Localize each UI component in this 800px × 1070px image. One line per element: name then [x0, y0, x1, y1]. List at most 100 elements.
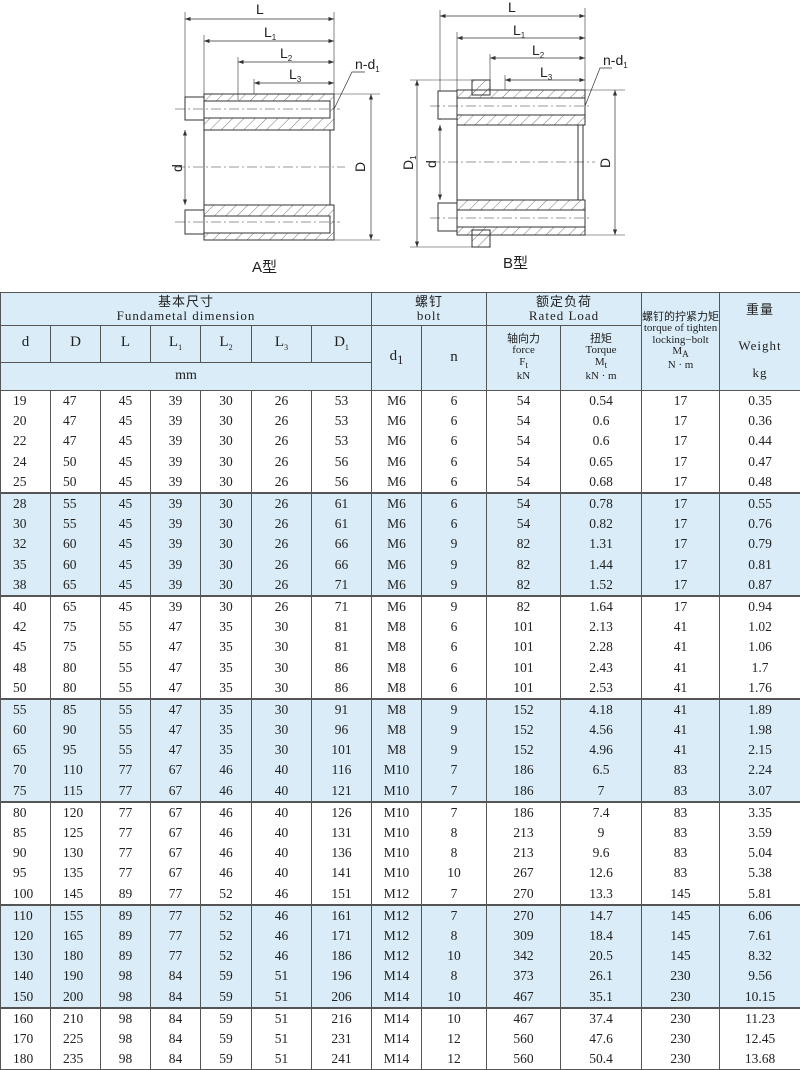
cell-L3: 30	[252, 720, 312, 740]
cell-force: 54	[487, 452, 561, 472]
cell-L3: 26	[252, 431, 312, 451]
cell-n: 8	[422, 823, 487, 843]
cell-L1: 39	[151, 452, 201, 472]
cell-weight: 9.56	[720, 966, 800, 986]
cell-n: 6	[422, 411, 487, 431]
cell-D1: 241	[312, 1049, 372, 1070]
cell-L: 55	[101, 740, 151, 760]
cell-L3: 26	[252, 391, 312, 412]
header-col-L3: L3	[252, 326, 312, 363]
cell-D: 115	[51, 781, 101, 802]
cell-torque: 0.78	[561, 493, 642, 514]
cell-L: 98	[101, 1049, 151, 1070]
cell-L2: 52	[201, 905, 252, 926]
cell-L2: 35	[201, 637, 252, 657]
cell-tightening-torque: 17	[642, 514, 720, 534]
cell-tightening-torque: 83	[642, 781, 720, 802]
cell-L3: 46	[252, 926, 312, 946]
cell-d: 35	[1, 555, 51, 575]
cell-L: 77	[101, 760, 151, 780]
cell-D: 235	[51, 1049, 101, 1070]
cell-d1: M6	[372, 452, 422, 472]
cell-D: 80	[51, 678, 101, 699]
cell-D: 130	[51, 843, 101, 863]
cell-d1: M10	[372, 781, 422, 802]
cell-force: 54	[487, 431, 561, 451]
cell-L3: 26	[252, 452, 312, 472]
cell-D: 190	[51, 966, 101, 986]
label-L2: L2	[280, 45, 293, 63]
cell-L2: 30	[201, 514, 252, 534]
cell-d: 60	[1, 720, 51, 740]
cell-D1: 81	[312, 637, 372, 657]
cell-torque: 26.1	[561, 966, 642, 986]
cell-L1: 39	[151, 514, 201, 534]
cell-n: 7	[422, 760, 487, 780]
cell-L1: 67	[151, 823, 201, 843]
cell-d1: M12	[372, 884, 422, 905]
cell-tightening-torque: 230	[642, 986, 720, 1007]
label-d: d	[423, 160, 439, 168]
cell-weight: 1.02	[720, 617, 800, 637]
cell-n: 6	[422, 452, 487, 472]
cell-n: 9	[422, 534, 487, 554]
cell-d1: M8	[372, 617, 422, 637]
cell-L2: 52	[201, 884, 252, 905]
cell-D: 75	[51, 617, 101, 637]
cell-L2: 30	[201, 452, 252, 472]
cell-D1: 91	[312, 699, 372, 720]
header-unit: kg	[720, 366, 800, 380]
header-unit: N · m	[642, 360, 719, 372]
cell-D1: 86	[312, 678, 372, 699]
cell-d1: M10	[372, 823, 422, 843]
cell-L2: 35	[201, 740, 252, 760]
cell-n: 8	[422, 843, 487, 863]
cell-force: 373	[487, 966, 561, 986]
cell-L2: 30	[201, 575, 252, 596]
header-n: n	[422, 326, 487, 391]
cell-L2: 46	[201, 823, 252, 843]
cell-weight: 0.47	[720, 452, 800, 472]
cell-tightening-torque: 145	[642, 946, 720, 966]
cell-force: 101	[487, 637, 561, 657]
cell-weight: 0.76	[720, 514, 800, 534]
cell-n: 9	[422, 720, 487, 740]
cell-D: 145	[51, 884, 101, 905]
cell-L2: 52	[201, 926, 252, 946]
cell-d1: M14	[372, 1049, 422, 1070]
cell-L3: 40	[252, 781, 312, 802]
cell-L1: 67	[151, 802, 201, 823]
cell-D: 60	[51, 534, 101, 554]
cell-D1: 206	[312, 986, 372, 1007]
cell-L3: 46	[252, 884, 312, 905]
cell-L1: 47	[151, 699, 201, 720]
cell-torque: 37.4	[561, 1008, 642, 1029]
cell-d: 75	[1, 781, 51, 802]
cell-torque: 1.31	[561, 534, 642, 554]
cell-force: 342	[487, 946, 561, 966]
cell-L2: 30	[201, 411, 252, 431]
cell-D1: 53	[312, 411, 372, 431]
cell-L1: 47	[151, 637, 201, 657]
cell-L3: 40	[252, 863, 312, 883]
cell-tightening-torque: 83	[642, 760, 720, 780]
cell-d: 19	[1, 391, 51, 412]
cell-d: 160	[1, 1008, 51, 1029]
cell-torque: 4.56	[561, 720, 642, 740]
cell-L1: 77	[151, 946, 201, 966]
label-D: D	[597, 158, 613, 168]
cell-D: 75	[51, 637, 101, 657]
